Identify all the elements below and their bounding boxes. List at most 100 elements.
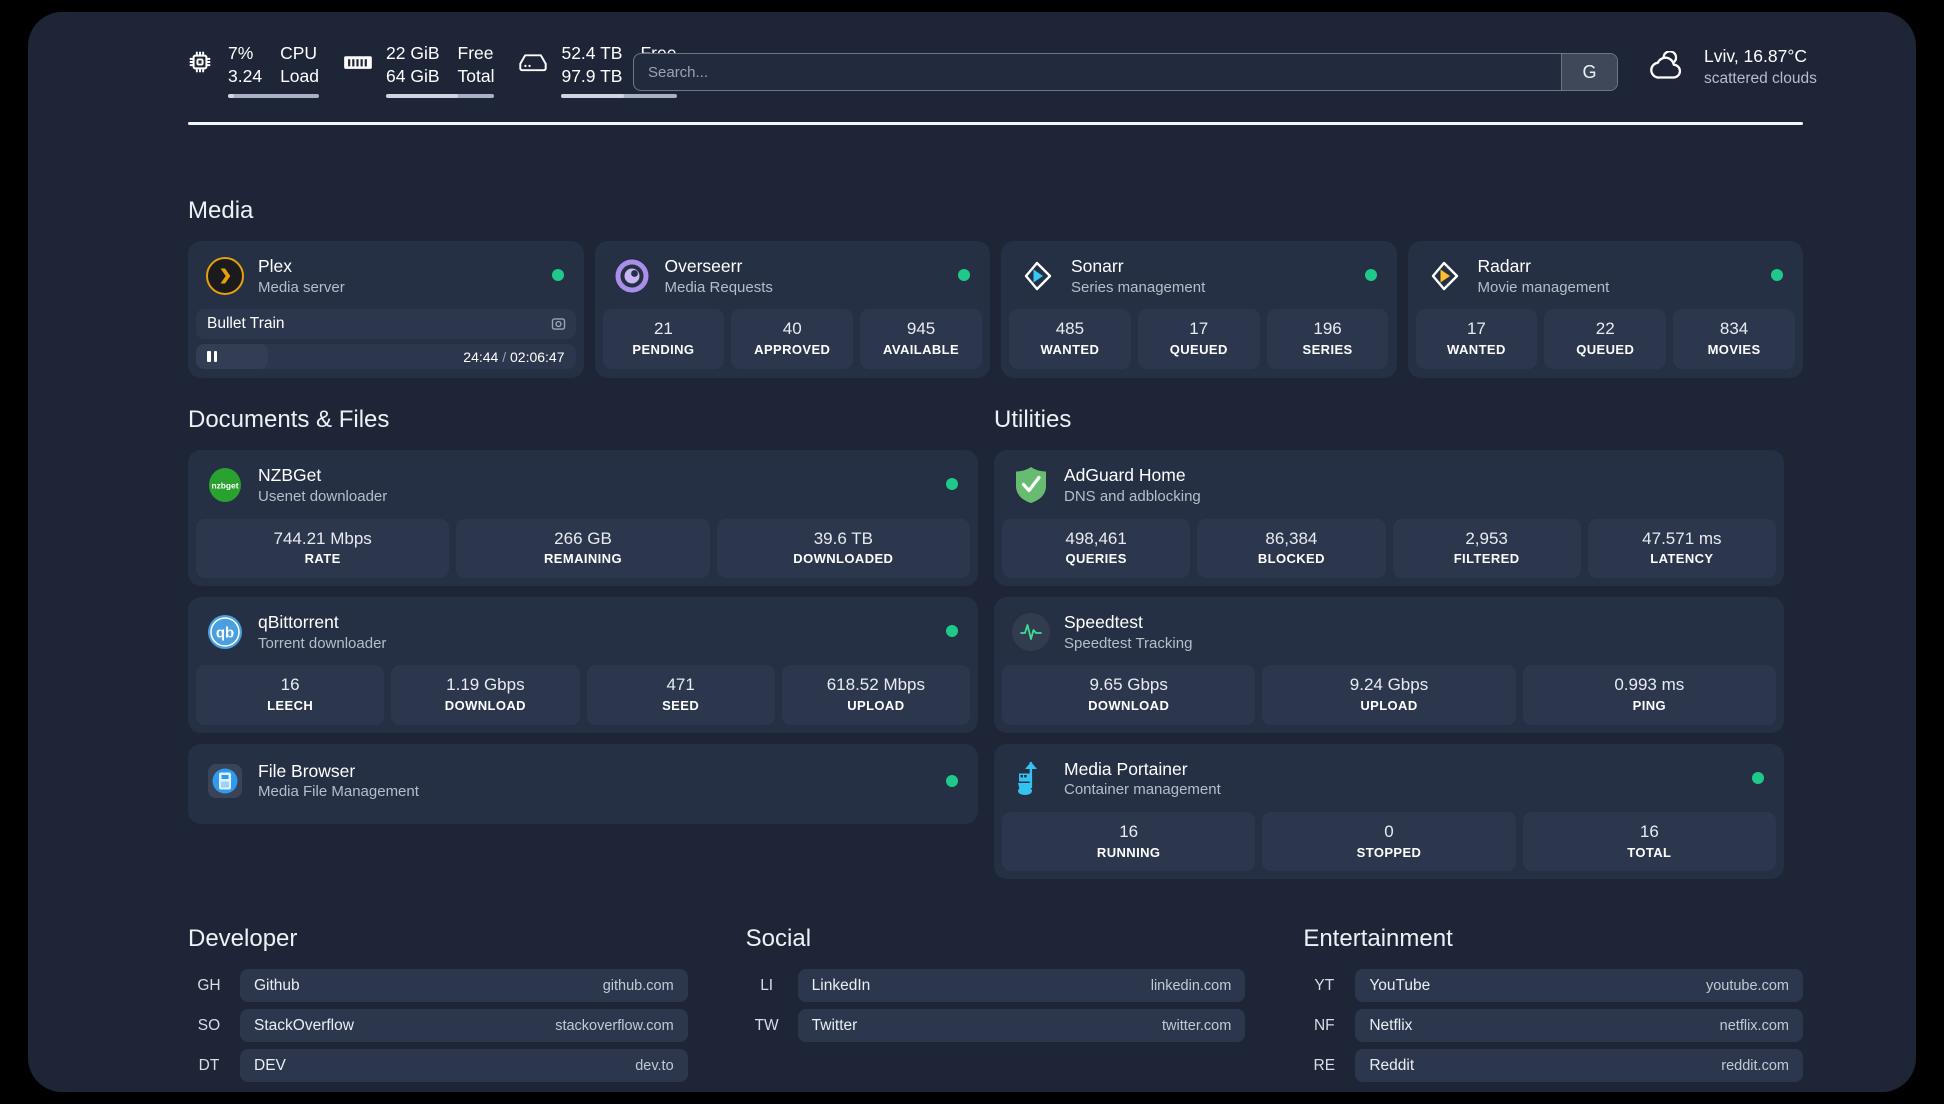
card-speedtest[interactable]: Speedtest Speedtest Tracking 9.65 Gbps D… (994, 596, 1784, 733)
pause-icon[interactable] (207, 351, 217, 363)
stat-memory: 22 GiB 64 GiB Free Total (341, 42, 495, 98)
stat-label: AVAILABLE (883, 342, 960, 358)
card-file-browser-name: File Browser (258, 760, 356, 781)
weather-condition: scattered clouds (1704, 70, 1817, 88)
card-overseerr-stats: 21 PENDING 40 APPROVED 945 AVAILABLE (595, 309, 991, 376)
bookmark-pill[interactable]: Twitter twitter.com (797, 1009, 1246, 1043)
bookmark-abbr: YT (1314, 976, 1335, 994)
card-speedtest-name: Speedtest (1064, 611, 1143, 632)
card-nzbget-name: NZBGet (258, 465, 322, 486)
card-sonarr-head: Sonarr Series management (1001, 241, 1397, 309)
bookmark-item-github[interactable]: GH Github github.com (188, 969, 688, 1003)
bookmark-item-twitter[interactable]: TW Twitter twitter.com (746, 1009, 1246, 1043)
card-sonarr[interactable]: Sonarr Series management 485 WANTED 17 Q… (1001, 241, 1397, 379)
card-media-portainer-stats: 16 RUNNING 0 STOPPED 16 TOTAL (994, 811, 1784, 879)
stat-label: SEED (662, 698, 700, 714)
docs-utils-columns: Documents & Files nzbget (188, 406, 1803, 880)
stat-box: 40 APPROVED (731, 309, 854, 369)
bookmark-item-dev[interactable]: DT DEV dev.to (188, 1049, 688, 1083)
plex-progress-bar[interactable]: 24:44 / 02:06:47 (196, 344, 576, 370)
stat-box: 9.65 Gbps DOWNLOAD (1002, 665, 1256, 725)
stat-box: 2,953 FILTERED (1392, 518, 1581, 578)
stat-box: 47.571 ms LATENCY (1587, 518, 1776, 578)
search-bar[interactable]: G (633, 53, 1618, 91)
documents-section-title: Documents & Files (188, 406, 390, 434)
nzbget-icon: nzbget (206, 466, 244, 504)
bookmark-name: Netflix (1369, 1016, 1413, 1034)
bookmark-item-stackoverflow[interactable]: SO StackOverflow stackoverflow.com (188, 1009, 688, 1043)
card-plex[interactable]: Plex Media server Bullet Train (188, 241, 584, 379)
plex-duration: 02:06:47 (510, 348, 565, 365)
stat-label: PING (1632, 698, 1667, 714)
stat-memory-label-top: Free (457, 43, 494, 63)
stat-label: BLOCKED (1257, 551, 1325, 567)
bookmark-pill[interactable]: StackOverflow stackoverflow.com (240, 1009, 688, 1043)
card-overseerr[interactable]: Overseerr Media Requests 21 PENDING 40 A… (594, 241, 991, 379)
search-input[interactable] (634, 54, 1561, 90)
stat-box: 22 QUEUED (1544, 309, 1667, 369)
bookmark-pill[interactable]: DEV dev.to (240, 1049, 688, 1083)
bookmark-pill[interactable]: YouTube youtube.com (1355, 969, 1803, 1003)
system-stats: 7% 3.24 CPU Load (183, 42, 678, 98)
card-media-portainer-desc: Container management (1064, 781, 1221, 799)
card-file-browser[interactable]: File Browser Media File Management (188, 743, 978, 824)
card-adguard-home[interactable]: AdGuard Home DNS and adblocking 498,461 … (994, 450, 1784, 586)
card-qbittorrent[interactable]: qb qBittorrent Torrent downloader (188, 596, 978, 733)
bookmark-url: netflix.com (1719, 1017, 1789, 1034)
stat-label: RATE (304, 551, 341, 567)
card-adguard-home-desc: DNS and adblocking (1064, 488, 1201, 505)
card-nzbget-status-led (946, 478, 958, 491)
bookmark-item-reddit[interactable]: RE Reddit reddit.com (1303, 1049, 1803, 1083)
bookmark-item-linkedin[interactable]: LI LinkedIn linkedin.com (746, 969, 1246, 1003)
bookmark-item-youtube[interactable]: YT YouTube youtube.com (1303, 969, 1803, 1003)
bookmark-name: StackOverflow (254, 1016, 354, 1034)
stat-value: 21 (653, 319, 673, 339)
card-file-browser-desc: Media File Management (258, 783, 419, 801)
bookmark-pill[interactable]: LinkedIn linkedin.com (797, 969, 1246, 1003)
stat-value: 0 (1384, 821, 1394, 841)
stat-memory-label-bottom: Total (457, 65, 495, 86)
stat-value: 16 (1639, 821, 1659, 841)
plex-now-playing-title-bar: Bullet Train (196, 309, 576, 340)
stat-cpu-label-bottom: Load (280, 65, 319, 86)
stat-box: 485 WANTED (1009, 309, 1131, 369)
stat-label: APPROVED (754, 342, 831, 358)
stat-disk-bar (561, 93, 678, 98)
stat-box: 21 PENDING (602, 309, 725, 369)
card-radarr[interactable]: Radarr Movie management 17 WANTED 22 QUE… (1407, 241, 1803, 379)
stat-disk-value-top: 52.4 TB (561, 43, 623, 63)
bookmark-pill[interactable]: Github github.com (240, 969, 688, 1003)
card-overseerr-name: Overseerr (664, 256, 743, 276)
bookmark-pill[interactable]: Netflix netflix.com (1355, 1009, 1803, 1043)
stat-value: 22 (1595, 319, 1615, 339)
weather-widget: Lviv, 16.87°C scattered clouds (1648, 44, 1817, 90)
bookmark-url: youtube.com (1705, 977, 1789, 994)
card-nzbget[interactable]: nzbget NZBGet Usenet downloader (188, 450, 978, 586)
stat-label: UPLOAD (1360, 698, 1418, 714)
memory-icon (341, 45, 375, 79)
utilities-section-title: Utilities (994, 406, 1072, 434)
card-media-portainer[interactable]: Media Portainer Container management 16 … (994, 743, 1784, 880)
stat-label: UPLOAD (847, 698, 905, 714)
overseerr-icon (613, 257, 651, 295)
card-media-portainer-name: Media Portainer (1064, 758, 1188, 779)
stat-box: 39.6 TB DOWNLOADED (716, 518, 970, 578)
stat-value: 17 (1466, 319, 1486, 339)
search-engine-button[interactable]: G (1561, 54, 1617, 90)
stat-value: 0.993 ms (1614, 675, 1685, 695)
card-plex-status-led (551, 269, 564, 282)
bookmark-name: YouTube (1369, 976, 1431, 994)
media-section: Media Plex Media server (188, 197, 1803, 1083)
stat-value: 945 (906, 319, 936, 339)
speedtest-icon (1012, 613, 1050, 652)
bookmark-group-social: Social LI LinkedIn linkedin.com TW (746, 925, 1246, 1082)
portainer-icon (1012, 760, 1050, 798)
stat-value: 834 (1719, 319, 1749, 339)
cast-icon[interactable] (551, 317, 566, 332)
bookmark-pill[interactable]: Reddit reddit.com (1355, 1049, 1803, 1083)
bookmark-item-netflix[interactable]: NF Netflix netflix.com (1303, 1009, 1803, 1043)
stat-label: MOVIES (1707, 342, 1761, 358)
stat-box: 1.19 Gbps DOWNLOAD (391, 665, 580, 725)
bookmark-name: Github (254, 976, 300, 994)
bookmark-abbr: DT (198, 1056, 220, 1074)
